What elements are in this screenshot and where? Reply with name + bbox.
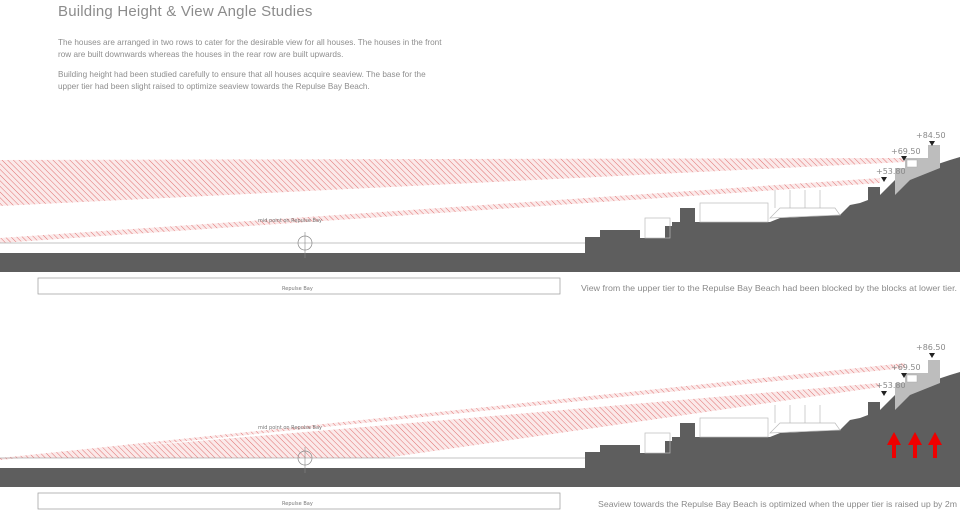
up-arrow-icon: [928, 432, 942, 458]
elevation-label: +84.50: [916, 131, 946, 140]
up-arrow-icon: [908, 432, 922, 458]
view-cone-upper: [0, 158, 905, 206]
elevation-marker-icon: [881, 353, 935, 396]
section-blocked-view: +84.50 +69.50 +53.80 mid point on Repuls…: [0, 131, 960, 295]
midpoint-label: mid point on Repulse Bay: [258, 218, 322, 224]
section-caption: View from the upper tier to the Repulse …: [581, 283, 957, 293]
elevation-label: +69.50: [891, 147, 921, 156]
elevation-marker-icon: [881, 141, 935, 182]
intro-text: The houses are arranged in two rows to c…: [58, 37, 443, 101]
elevation-label: +69.50: [891, 363, 921, 372]
midpoint-label: mid point on Repulse Bay: [258, 425, 322, 431]
section-caption: Seaview towards the Repulse Bay Beach is…: [598, 499, 957, 509]
elevation-label: +53.80: [876, 167, 906, 176]
up-arrow-icon: [887, 432, 901, 458]
view-cone-upper: [0, 363, 905, 460]
height-paragraph: Building height had been studied careful…: [58, 70, 426, 91]
elevation-label: +53.80: [876, 381, 906, 390]
elevation-label: +86.50: [916, 343, 946, 352]
section-optimized-view: +86.50 +69.50 +53.80 mid point on Repuls…: [0, 343, 960, 510]
intro-paragraph: The houses are arranged in two rows to c…: [58, 38, 442, 59]
bay-label: Repulse Bay: [282, 501, 313, 507]
bay-label: Repulse Bay: [282, 286, 313, 292]
page-title: Building Height & View Angle Studies: [58, 3, 313, 20]
view-cone-lower: [0, 178, 880, 243]
view-cone-lower: [0, 383, 880, 458]
